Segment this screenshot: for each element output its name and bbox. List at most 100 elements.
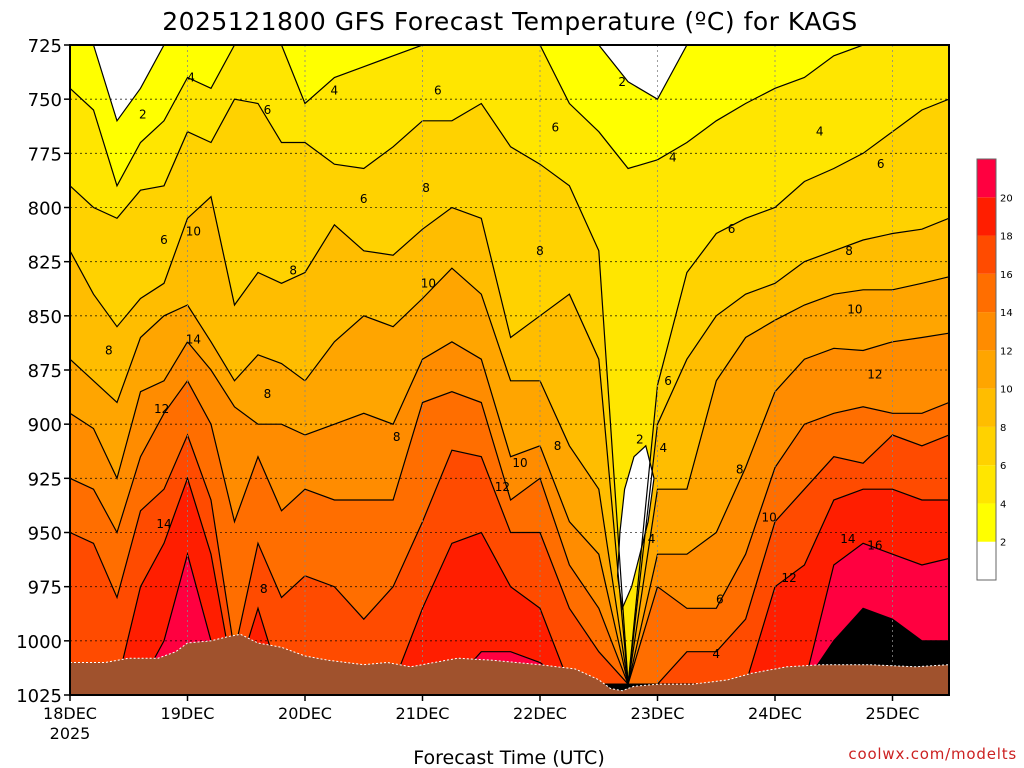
- colorbar-tick-label: 2: [1000, 538, 1006, 549]
- contour-label: 4: [187, 71, 195, 85]
- y-axis: 725 750 775 800 825 850 875 900 925 950 975 1000 102…: [16, 36, 70, 707]
- colorbar-swatch: [977, 503, 996, 542]
- contour-label: 8: [554, 439, 562, 453]
- colorbar-swatch: [977, 426, 996, 466]
- y-tick-label: 1025: [16, 686, 62, 707]
- contour-label: 12: [154, 402, 169, 416]
- y-tick-label: 800: [28, 199, 62, 220]
- contour-label: 14: [186, 333, 201, 347]
- y-tick-label: 775: [28, 144, 62, 165]
- colorbar-tick-label: 14: [1000, 308, 1013, 319]
- colorbar-tick-label: 18: [1000, 232, 1013, 243]
- contour-label: 6: [664, 374, 672, 388]
- colorbar-swatch: [977, 197, 996, 236]
- temp-band: [70, 478, 949, 695]
- colorbar-swatch: [977, 273, 996, 313]
- contour-label: 4: [669, 151, 677, 165]
- colorbar-tick-label: 16: [1000, 270, 1013, 281]
- chart-title: 2025121800 GFS Forecast Temperature (ºC)…: [162, 7, 858, 36]
- contour-label: 8: [264, 387, 272, 401]
- colorbar-tick-label: 4: [1000, 499, 1006, 510]
- colorbar-tick-label: 10: [1000, 385, 1013, 396]
- y-tick-label: 975: [28, 578, 62, 599]
- contour-label: 2: [618, 75, 626, 89]
- y-tick-label: 750: [28, 90, 62, 111]
- contour-label: 8: [260, 582, 268, 596]
- ground-terrain: [70, 633, 949, 695]
- contour-label: 2: [636, 432, 644, 446]
- contour-label: 6: [877, 157, 885, 171]
- contour-label: 6: [728, 222, 736, 236]
- x-tick-label: 18DEC: [43, 704, 97, 723]
- x-axis: 18DEC 19DEC 20DEC 21DEC 22DEC 23DEC 24DEC 25DEC: [43, 695, 919, 723]
- contour-label: 8: [422, 181, 430, 195]
- contour-label: 10: [847, 302, 862, 316]
- y-tick-label: 925: [28, 469, 62, 490]
- y-tick-label: 875: [28, 361, 62, 382]
- contour-label: 10: [186, 224, 201, 238]
- y-tick-label: 825: [28, 253, 62, 274]
- contour-label: 14: [156, 517, 171, 531]
- colorbar-swatch: [977, 312, 996, 351]
- colorbar-swatch: [977, 350, 996, 389]
- contour-label: 6: [264, 103, 272, 117]
- contour-label: 8: [736, 463, 744, 477]
- contour-label: 10: [512, 456, 527, 470]
- isotherm-contour: [70, 332, 949, 685]
- contour-label: 8: [393, 430, 401, 444]
- colorbar-tick-label: 20: [1000, 193, 1013, 204]
- y-tick-label: 850: [28, 307, 62, 328]
- colorbar-swatch: [977, 159, 996, 198]
- contour-label: 14: [840, 532, 855, 546]
- contour-label: 16: [867, 539, 882, 553]
- contour-label: 6: [716, 593, 724, 607]
- x-tick-label: 19DEC: [161, 704, 215, 723]
- colorbar-swatch: [977, 388, 996, 427]
- colorbar: 2 4 6 8 10 12 14 16 18 20: [976, 158, 1013, 581]
- colorbar-tick-label: 8: [1000, 423, 1006, 434]
- contour-label: 2: [139, 107, 147, 121]
- x-tick-label: 22DEC: [513, 704, 567, 723]
- contour-label: 6: [160, 233, 168, 247]
- x-axis-label: Forecast Time (UTC): [413, 747, 604, 768]
- contour-label: 6: [551, 120, 559, 134]
- contour-label: 4: [660, 441, 668, 455]
- colorbar-tick-label: 12: [1000, 346, 1013, 357]
- contour-label: 4: [712, 647, 720, 661]
- y-tick-label: 725: [28, 36, 62, 57]
- x-tick-label: 25DEC: [866, 704, 920, 723]
- isotherm-contour: [70, 267, 949, 685]
- colorbar-swatch: [977, 541, 996, 580]
- isotherm-contour: [70, 98, 949, 685]
- y-tick-label: 900: [28, 415, 62, 436]
- colorbar-swatch: [977, 465, 996, 504]
- contour-label: 4: [331, 84, 339, 98]
- contour-label: 10: [761, 510, 776, 524]
- contour-label: 18: [838, 632, 853, 646]
- contour-label: 6: [434, 84, 442, 98]
- isotherm-contour: [70, 433, 949, 685]
- x-tick-label: 21DEC: [396, 704, 450, 723]
- colorbar-tick-label: 6: [1000, 461, 1006, 472]
- contour-label: 8: [845, 244, 853, 258]
- contour-label: 12: [495, 480, 510, 494]
- colorbar-frame: [976, 158, 997, 581]
- isotherm-contour: [70, 195, 949, 685]
- temp-band: [70, 435, 949, 695]
- colorbar-swatch: [977, 235, 996, 274]
- x-year-label: 2025: [50, 724, 91, 743]
- x-tick-label: 20DEC: [278, 704, 332, 723]
- contour-label: 12: [867, 367, 882, 381]
- y-tick-label: 1000: [16, 632, 62, 653]
- contour-label: 4: [648, 532, 656, 546]
- contour-label: 10: [421, 276, 436, 290]
- temp-band: [616, 444, 655, 611]
- x-tick-label: 24DEC: [748, 704, 802, 723]
- contour-label: 8: [536, 244, 544, 258]
- site-credit: coolwx.com/modelts: [848, 745, 1017, 763]
- isotherm-contour: [70, 45, 949, 188]
- contour-label: 12: [781, 571, 796, 585]
- contour-label: 6: [360, 192, 368, 206]
